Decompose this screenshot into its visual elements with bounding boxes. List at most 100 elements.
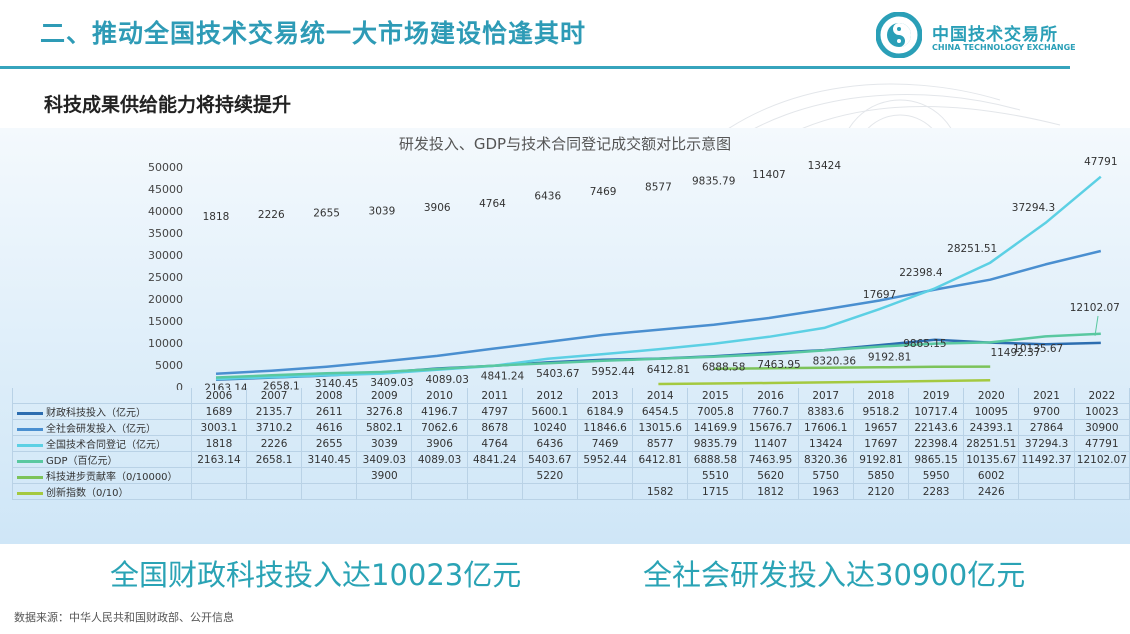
tech-contract-data-label: 9835.79: [692, 176, 735, 188]
table-year-header: 2006: [190, 388, 248, 404]
table-cell: 19657: [852, 419, 910, 436]
tech-contract-data-label: 4764: [479, 198, 506, 210]
table-cell: 2655: [301, 435, 358, 452]
table-cell: 10023: [1073, 403, 1130, 420]
tech-contract-data-label: 6436: [534, 191, 561, 203]
table-row-label: 创新指数（0/10）: [12, 483, 192, 500]
gdp-data-label: 11492.37: [990, 347, 1040, 359]
table-cell: 2163.14: [190, 451, 248, 468]
y-tick-label: 50000: [148, 161, 183, 174]
table-cell: [1073, 467, 1130, 484]
tech-contract-data-label: 28251.51: [947, 243, 997, 255]
y-tick-label: 35000: [148, 227, 183, 240]
table-cell: [521, 483, 578, 500]
table-cell: [301, 483, 358, 500]
gdp-data-label: 9865.15: [903, 338, 946, 350]
table-cell: [576, 483, 634, 500]
legend-key: [17, 491, 43, 495]
tech-contract-data-label: 13424: [808, 160, 842, 172]
table-row-label: 全社会研发投入（亿元）: [12, 419, 192, 436]
table-year-header: 2009: [356, 388, 413, 404]
series-name: 创新指数（0/10）: [46, 488, 129, 499]
table-cell: 9835.79: [687, 435, 744, 452]
table-cell: 1963: [797, 483, 854, 500]
table-cell: 4089.03: [411, 451, 468, 468]
table-year-header: 2014: [632, 388, 689, 404]
table-cell: 11846.6: [576, 419, 634, 436]
table-cell: [246, 483, 303, 500]
table-year-header: 2022: [1073, 388, 1130, 404]
table-row-label: 科技进步贡献率（0/10000）: [12, 467, 192, 484]
table-cell: 4797: [466, 403, 523, 420]
tech-contract-data-label: 3039: [369, 206, 396, 218]
bottom-band: [0, 544, 1130, 604]
table-row: 全国技术合同登记（亿元） 1818 2226 2655 3039 3906 4764 6436…: [12, 435, 1130, 452]
table-year-header: 2019: [907, 388, 965, 404]
legend-key: [17, 443, 43, 447]
table-cell: 5850: [852, 467, 910, 484]
table-cell: [356, 483, 413, 500]
tech-contract-data-label: 11407: [752, 169, 785, 181]
table-cell: 11407: [742, 435, 799, 452]
table-cell: 3710.2: [246, 419, 303, 436]
table-cell: 4616: [301, 419, 358, 436]
gdp-data-label: 5952.44: [591, 366, 635, 378]
legend-key: [17, 459, 43, 463]
gdp-data-label: 3140.45: [315, 378, 358, 390]
chart-title: 研发投入、GDP与技术合同登记成交额对比示意图: [398, 135, 732, 153]
table-cell: [466, 467, 523, 484]
gdp-data-label: 7463.95: [757, 359, 800, 371]
exchange-logo: 中国技术交易所 CHINA TECHNOLOGY EXCHANGE: [875, 11, 1076, 64]
table-cell: 8383.6: [797, 403, 854, 420]
table-cell: 8320.36: [797, 451, 854, 468]
table-cell: 15676.7: [742, 419, 799, 436]
table-cell: 3409.03: [356, 451, 413, 468]
table-cell: 8577: [632, 435, 689, 452]
y-tick-label: 10000: [148, 337, 183, 350]
table-cell: 5620: [742, 467, 799, 484]
table-cell: 28251.51: [963, 435, 1020, 452]
table-cell: 2611: [301, 403, 358, 420]
data-source: 数据来源：中华人民共和国财政部、公开信息: [14, 611, 234, 624]
table-cell: 1812: [742, 483, 799, 500]
table-cell: 5952.44: [576, 451, 634, 468]
gdp-data-label: 10135.67: [1013, 343, 1063, 355]
table-cell: 24393.1: [963, 419, 1020, 436]
table-cell: 9865.15: [907, 451, 965, 468]
table-cell: 7005.8: [687, 403, 744, 420]
tech-contract-data-label: 2226: [258, 209, 285, 221]
table-cell: 4764: [466, 435, 523, 452]
table-cell: 5510: [687, 467, 744, 484]
table-row: GDP（百亿元） 2163.14 2658.1 3140.45 3409.03 4089.…: [12, 451, 1130, 468]
table-cell: 1582: [632, 483, 689, 500]
table-cell: 12102.07: [1073, 451, 1130, 468]
tech-contract-data-label: 22398.4: [899, 267, 943, 279]
table-cell: 2135.7: [246, 403, 303, 420]
stat-fiscal: 全国财政科技投入达10023亿元: [110, 558, 522, 592]
table-cell: 5220: [521, 467, 578, 484]
table-cell: 2120: [852, 483, 910, 500]
gdp-data-label: 4089.03: [425, 374, 468, 386]
series-line-3: [215, 332, 1101, 379]
table-cell: [576, 467, 634, 484]
table-corner: [12, 388, 192, 404]
table-year-header: 2010: [411, 388, 468, 404]
tech-contract-data-label: 8577: [645, 181, 672, 193]
table-cell: 14169.9: [687, 419, 744, 436]
y-tick-label: 30000: [148, 249, 183, 262]
table-cell: [301, 467, 358, 484]
data-table: 2006 2007 2008 2009 2010 2011 2012 2013 2014 2015…: [12, 388, 1130, 500]
table-year-header: 2012: [521, 388, 578, 404]
table-cell: 5403.67: [521, 451, 578, 468]
table-cell: 7062.6: [411, 419, 468, 436]
stat-rd: 全社会研发投入达30900亿元: [643, 558, 1026, 592]
table-cell: 10717.4: [907, 403, 965, 420]
gdp-data-label: 2163.14: [204, 382, 248, 390]
logo-text-en: CHINA TECHNOLOGY EXCHANGE: [932, 43, 1076, 52]
table-cell: 6412.81: [632, 451, 689, 468]
tech-contract-data-label: 1818: [203, 211, 230, 223]
table-cell: 3039: [356, 435, 413, 452]
table-year-header: 2007: [246, 388, 303, 404]
table-cell: [632, 467, 689, 484]
tech-contract-data-label: 2655: [313, 207, 340, 219]
